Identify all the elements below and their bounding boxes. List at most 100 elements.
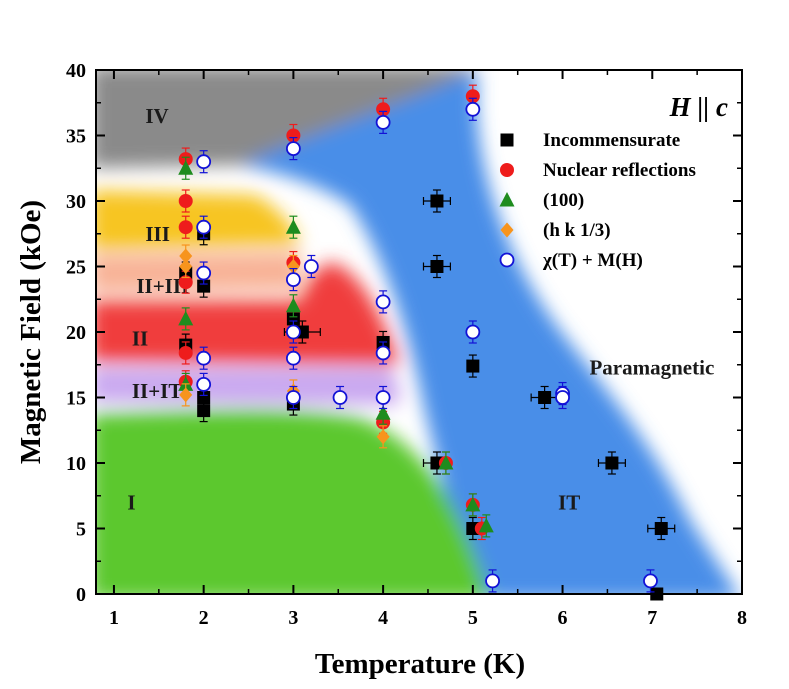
point-2-5 (375, 405, 391, 420)
point-4-14 (375, 345, 391, 361)
point-2-8 (478, 517, 494, 533)
point-4-2 (196, 265, 212, 281)
y-tick-label-40: 40 (66, 60, 86, 82)
point-0-13 (466, 359, 480, 373)
point-2-1 (178, 310, 194, 326)
series-2 (178, 156, 494, 538)
point-4-10 (303, 259, 319, 274)
point-0-7 (286, 312, 300, 326)
point-3-0 (179, 248, 193, 264)
region-label-Paramagnetic: Paramagnetic (589, 355, 714, 379)
point-4-1 (196, 219, 212, 235)
legend-marker-4 (499, 252, 515, 268)
region-II-III (96, 252, 300, 292)
x-tick-label-7: 7 (647, 607, 657, 629)
y-tick-label-15: 15 (66, 388, 86, 410)
legend-label-0: Incommensurate (543, 130, 680, 151)
point-0-16 (605, 456, 619, 470)
point-1-8 (376, 102, 391, 117)
x-tick-label-6: 6 (558, 607, 568, 629)
point-0-18 (650, 587, 664, 601)
region-label-IT: IT (558, 490, 580, 514)
point-4-16 (465, 101, 481, 117)
point-4-5 (285, 141, 301, 157)
legend-marker-2 (499, 192, 515, 207)
point-0-11 (430, 260, 444, 273)
point-4-17 (465, 324, 481, 340)
y-tick-label-25: 25 (66, 257, 86, 279)
axis-ticks (96, 69, 743, 595)
x-tick-label-1: 1 (109, 607, 119, 629)
point-1-6 (286, 128, 301, 143)
point-1-2 (178, 220, 193, 235)
y-tick-label-5: 5 (76, 519, 86, 541)
point-1-1 (178, 194, 193, 208)
series-4 (196, 97, 658, 593)
legend-label-3: (h k 1/3) (543, 220, 611, 241)
region-II-IT (96, 368, 400, 405)
region-label-I: I (127, 490, 135, 514)
point-2-4 (285, 297, 301, 313)
point-3-3 (286, 259, 300, 274)
point-4-7 (285, 324, 301, 340)
y-tick-labels: 0 5 10 15 20 25 30 35 40 (66, 60, 86, 606)
point-4-12 (375, 115, 391, 130)
point-4-8 (285, 350, 301, 366)
y-tick-label-20: 20 (66, 322, 86, 344)
y-axis-title: Magnetic Field (kOe) (15, 200, 47, 464)
legend-label-1: Nuclear reflections (543, 160, 696, 181)
region-I (96, 409, 489, 594)
legend-label-2: (100) (543, 190, 584, 211)
point-2-3 (285, 219, 301, 234)
y-tick-label-0: 0 (76, 584, 86, 606)
y-tick-label-10: 10 (66, 453, 86, 475)
x-tick-labels: 1 2 3 4 5 6 7 8 (109, 607, 747, 629)
x-tick-label-3: 3 (288, 607, 298, 629)
legend-marker-0 (500, 133, 514, 147)
point-4-4 (196, 376, 212, 392)
region-II (96, 262, 400, 365)
point-4-9 (285, 390, 301, 405)
point-4-6 (285, 272, 301, 288)
point-4-21 (643, 573, 658, 589)
region-label-II: II (132, 327, 148, 351)
x-tick-label-4: 4 (378, 607, 388, 629)
region-label-IV: IV (145, 104, 168, 128)
legend-marker-1 (500, 163, 514, 177)
x-tick-label-2: 2 (199, 607, 209, 629)
point-1-3 (178, 275, 193, 290)
y-tick-label-35: 35 (66, 126, 86, 148)
point-4-11 (332, 390, 348, 405)
region-label-III: III (145, 222, 170, 246)
region-IV (96, 70, 473, 168)
point-3-5 (376, 429, 390, 445)
point-0-4 (197, 279, 211, 293)
point-4-15 (375, 390, 391, 405)
point-3-2 (179, 387, 193, 403)
y-tick-label-30: 30 (66, 191, 86, 213)
legend-label-4: χ(T) + M(H) (542, 250, 643, 271)
point-4-20 (485, 573, 500, 589)
point-0-2 (197, 404, 211, 418)
point-0-17 (654, 522, 668, 535)
point-0-15 (538, 391, 552, 404)
region-III (96, 190, 300, 250)
legend-marker-3 (500, 222, 514, 238)
point-4-19 (555, 390, 570, 405)
point-1-4 (178, 345, 193, 360)
point-2-0 (178, 160, 194, 175)
x-tick-label-8: 8 (737, 607, 747, 629)
region-label-II+IT: II+IT (132, 379, 183, 403)
legend: Incommensurate Nuclear reflections (100) (h… (499, 130, 696, 271)
point-0-3 (197, 391, 211, 404)
data-points (178, 84, 676, 601)
point-4-3 (196, 350, 212, 366)
x-axis-title: Temperature (K) (315, 648, 525, 680)
point-2-7 (465, 496, 481, 512)
point-1-11 (465, 89, 480, 104)
x-tick-label-5: 5 (468, 607, 478, 629)
point-3-1 (179, 259, 193, 274)
point-4-0 (196, 154, 212, 170)
